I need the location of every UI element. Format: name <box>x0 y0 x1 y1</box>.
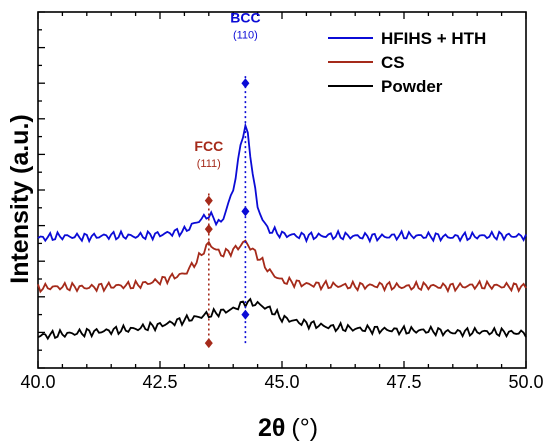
annotation-sub-bcc: (110) <box>233 30 258 42</box>
x-tick-label: 50.0 <box>508 372 543 392</box>
y-axis-label: Intensity (a.u.) <box>6 114 34 283</box>
axis-ticks: 40.0 42.5 45.0 47.5 50.0 <box>20 11 544 392</box>
annotation-label-bcc: BCC <box>230 10 260 26</box>
peak-marker-bcc <box>241 78 250 89</box>
peak-marker-fcc <box>204 195 213 206</box>
series-line-hfihs-hth <box>37 122 527 244</box>
x-tick-label: 42.5 <box>142 372 177 392</box>
series-line-cs <box>37 239 527 294</box>
legend: HFIHS + HTH CS Powder <box>328 29 486 96</box>
x-axis-label: 2θ (°) <box>258 414 318 442</box>
legend-label: HFIHS + HTH <box>381 29 486 48</box>
legend-label: CS <box>381 53 405 72</box>
series-group <box>37 122 527 341</box>
annotation-label-fcc: FCC <box>194 138 223 154</box>
x-tick-label: 40.0 <box>20 372 55 392</box>
plot-area <box>37 11 527 369</box>
series-line-powder <box>37 297 527 341</box>
x-tick-label: 45.0 <box>264 372 299 392</box>
peak-marker-fcc <box>204 338 213 349</box>
x-axis-label-unit: (°) <box>291 414 318 442</box>
x-axis-label-main: 2θ <box>258 414 285 442</box>
peak-marker-bcc <box>241 206 250 217</box>
peak-marker-fcc <box>204 224 213 235</box>
annotation-group: BCC (110) FCC (111) <box>194 10 261 349</box>
plot-frame <box>37 11 527 369</box>
x-tick-label: 47.5 <box>386 372 421 392</box>
peak-marker-bcc <box>241 309 250 320</box>
annotation-sub-fcc: (111) <box>197 158 221 170</box>
legend-label: Powder <box>381 77 443 96</box>
